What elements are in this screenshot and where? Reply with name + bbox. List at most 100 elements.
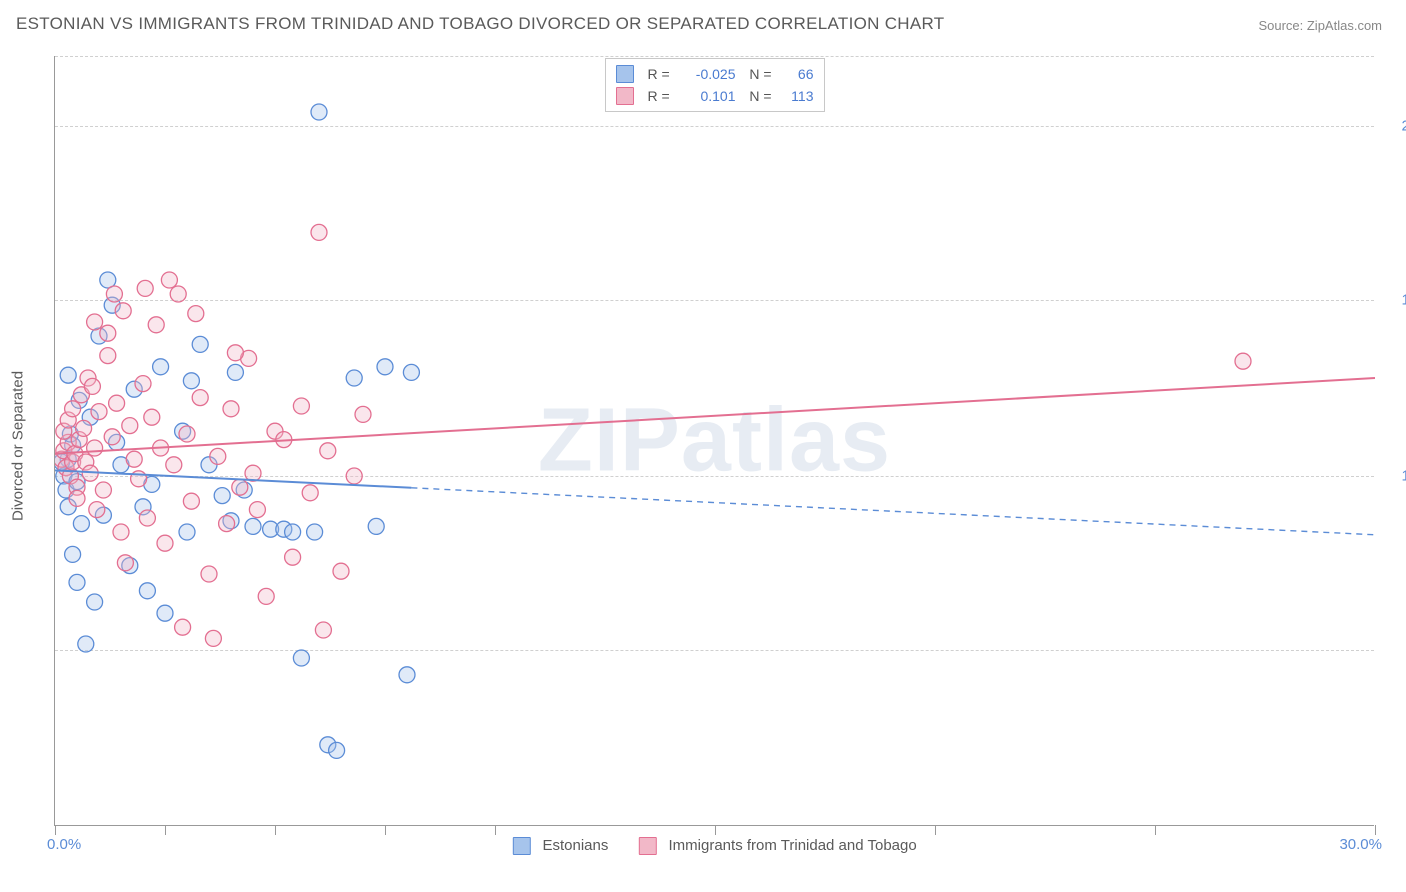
data-point bbox=[69, 490, 85, 506]
data-point bbox=[232, 479, 248, 495]
legend-r-label-1: R = bbox=[648, 85, 674, 107]
data-point bbox=[87, 440, 103, 456]
data-point bbox=[100, 348, 116, 364]
data-point bbox=[210, 448, 226, 464]
data-point bbox=[76, 420, 92, 436]
data-point bbox=[302, 485, 318, 501]
data-point bbox=[100, 325, 116, 341]
data-point bbox=[183, 373, 199, 389]
data-point bbox=[126, 451, 142, 467]
regression-line-extension bbox=[411, 488, 1375, 535]
legend-item-0: Estonians bbox=[512, 837, 608, 855]
data-point bbox=[293, 650, 309, 666]
regression-line bbox=[55, 378, 1375, 454]
series-legend: Estonians Immigrants from Trinidad and T… bbox=[512, 837, 916, 855]
x-tick bbox=[495, 825, 496, 835]
data-point bbox=[183, 493, 199, 509]
data-point bbox=[285, 524, 301, 540]
y-tick-label: 12.5% bbox=[1384, 468, 1406, 485]
data-point bbox=[403, 364, 419, 380]
y-tick-label: 18.8% bbox=[1384, 291, 1406, 308]
data-point bbox=[219, 516, 235, 532]
x-axis-max-label: 30.0% bbox=[1339, 836, 1382, 853]
data-point bbox=[115, 303, 131, 319]
legend-swatch-1 bbox=[616, 87, 634, 105]
correlation-legend: R = -0.025 N = 66 R = 0.101 N = 113 bbox=[605, 58, 825, 112]
scatter-svg bbox=[55, 56, 1375, 826]
data-point bbox=[69, 574, 85, 590]
data-point bbox=[311, 224, 327, 240]
data-point bbox=[188, 306, 204, 322]
data-point bbox=[65, 546, 81, 562]
data-point bbox=[117, 555, 133, 571]
data-point bbox=[214, 488, 230, 504]
data-point bbox=[179, 524, 195, 540]
data-point bbox=[104, 429, 120, 445]
data-point bbox=[201, 566, 217, 582]
data-point bbox=[170, 286, 186, 302]
data-point bbox=[399, 667, 415, 683]
data-point bbox=[157, 535, 173, 551]
data-point bbox=[135, 376, 151, 392]
legend-row-series-0: R = -0.025 N = 66 bbox=[616, 63, 814, 85]
data-point bbox=[153, 359, 169, 375]
legend-swatch-bottom-0 bbox=[512, 837, 530, 855]
data-point bbox=[78, 636, 94, 652]
data-point bbox=[355, 406, 371, 422]
data-point bbox=[65, 401, 81, 417]
data-point bbox=[192, 390, 208, 406]
data-point bbox=[245, 518, 261, 534]
legend-n-label-0: N = bbox=[742, 63, 772, 85]
data-point bbox=[73, 516, 89, 532]
legend-r-label-0: R = bbox=[648, 63, 674, 85]
data-point bbox=[285, 549, 301, 565]
data-point bbox=[227, 364, 243, 380]
data-point bbox=[87, 314, 103, 330]
data-point bbox=[157, 605, 173, 621]
data-point bbox=[106, 286, 122, 302]
data-point bbox=[1235, 353, 1251, 369]
data-point bbox=[161, 272, 177, 288]
chart-plot-area: ZIPatlas R = -0.025 N = 66 R = 0.101 N =… bbox=[54, 56, 1374, 826]
data-point bbox=[192, 336, 208, 352]
x-tick bbox=[385, 825, 386, 835]
data-point bbox=[346, 468, 362, 484]
data-point bbox=[368, 518, 384, 534]
data-point bbox=[377, 359, 393, 375]
data-point bbox=[293, 398, 309, 414]
data-point bbox=[122, 418, 138, 434]
x-tick bbox=[165, 825, 166, 835]
legend-r-value-1: 0.101 bbox=[680, 85, 736, 107]
data-point bbox=[329, 742, 345, 758]
legend-item-1: Immigrants from Trinidad and Tobago bbox=[638, 837, 916, 855]
data-point bbox=[333, 563, 349, 579]
x-tick bbox=[275, 825, 276, 835]
data-point bbox=[89, 502, 105, 518]
y-tick-label: 25.0% bbox=[1384, 118, 1406, 135]
y-tick-label: 6.3% bbox=[1384, 641, 1406, 658]
data-point bbox=[148, 317, 164, 333]
legend-row-series-1: R = 0.101 N = 113 bbox=[616, 85, 814, 107]
data-point bbox=[109, 395, 125, 411]
legend-n-value-1: 113 bbox=[778, 85, 814, 107]
data-point bbox=[60, 367, 76, 383]
data-point bbox=[227, 345, 243, 361]
data-point bbox=[166, 457, 182, 473]
source-label: Source: ZipAtlas.com bbox=[1258, 18, 1382, 33]
data-point bbox=[87, 594, 103, 610]
y-axis-label: Divorced or Separated bbox=[10, 346, 27, 546]
data-point bbox=[84, 378, 100, 394]
data-point bbox=[311, 104, 327, 120]
chart-title: ESTONIAN VS IMMIGRANTS FROM TRINIDAD AND… bbox=[16, 14, 944, 34]
data-point bbox=[95, 482, 111, 498]
legend-n-label-1: N = bbox=[742, 85, 772, 107]
x-tick bbox=[935, 825, 936, 835]
x-tick bbox=[1155, 825, 1156, 835]
x-tick bbox=[55, 825, 56, 835]
legend-label-0: Estonians bbox=[542, 837, 608, 854]
data-point bbox=[139, 583, 155, 599]
data-point bbox=[205, 630, 221, 646]
data-point bbox=[175, 619, 191, 635]
data-point bbox=[258, 588, 274, 604]
x-tick bbox=[1375, 825, 1376, 835]
